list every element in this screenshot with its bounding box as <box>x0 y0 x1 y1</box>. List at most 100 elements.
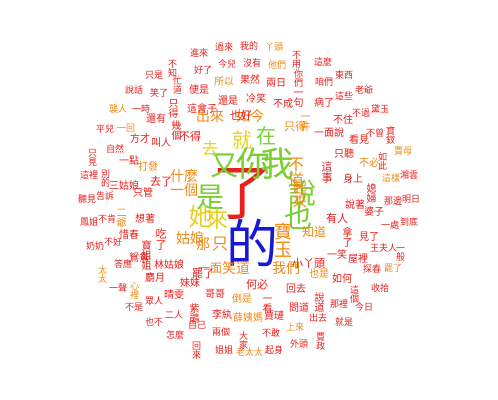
cloud-word-main: 那 <box>196 237 210 253</box>
cloud-word-main: 的 <box>226 216 279 276</box>
cloud-word-small: 別的 <box>99 169 109 187</box>
cloud-word-small: 賈母 <box>394 147 413 157</box>
cloud-word-small: 不曾 <box>366 129 385 139</box>
cloud-word-small: 果然 <box>240 75 260 86</box>
cloud-word-small: 林姑娘 <box>154 260 184 271</box>
cloud-word-small: 不敢 <box>262 329 281 339</box>
cloud-word-small: 老太太 <box>236 348 264 358</box>
cloud-word-main: 你 <box>236 145 270 185</box>
cloud-word-small: 黛玉 <box>371 105 390 115</box>
cloud-word-small: 這事 <box>320 161 333 183</box>
cloud-word-small: 罷了 <box>192 267 214 280</box>
cloud-word-small: 婆子 <box>364 207 384 218</box>
cloud-word-small: 答應 <box>114 260 133 270</box>
cloud-word-small: 那裡 <box>330 300 349 310</box>
cloud-word-small: 不得 <box>179 130 201 143</box>
cloud-word-small: 心裡 <box>128 281 138 299</box>
cloud-word-small: 自然 <box>106 145 125 155</box>
cloud-word-small: 姐姐 <box>215 346 234 356</box>
cloud-word-small: 媳婦 <box>364 183 375 203</box>
cloud-word-small: 打發 <box>138 162 158 173</box>
cloud-word-small: 奶奶 <box>86 242 105 252</box>
cloud-word-main: 知道 <box>302 225 327 239</box>
cloud-word-small: 病了 <box>314 98 334 109</box>
cloud-word-small: 進來 <box>190 49 209 59</box>
cloud-word-small: 一看 <box>260 293 271 313</box>
cloud-word-main: 什麼 <box>170 169 198 185</box>
cloud-word-small: 寶姐姐 <box>139 240 150 270</box>
cloud-word-small: 不好 <box>104 238 123 248</box>
cloud-word-main: 寶玉 <box>271 222 292 258</box>
cloud-word-main: 出來 <box>196 109 224 125</box>
cloud-word-small: 一笑 <box>327 250 347 261</box>
cloud-word-small: 倒是 <box>232 294 252 305</box>
cloud-word-small: 到底 <box>400 218 419 228</box>
cloud-word-small: 只得 <box>166 98 177 118</box>
cloud-word-small: 有人 <box>326 212 348 225</box>
cloud-word-small: 妹妹 <box>180 278 200 289</box>
cloud-word-small: 叫人 <box>151 138 171 149</box>
cloud-word-small: 說話 <box>125 86 144 96</box>
cloud-word-main: 姑娘 <box>176 231 204 247</box>
cloud-word-small: 收拾 <box>371 284 390 294</box>
cloud-word-small: 不用 <box>290 50 300 68</box>
cloud-word-small: 不住 <box>333 115 353 126</box>
cloud-word-small: 冷笑 <box>246 94 266 105</box>
cloud-word-main: 說 <box>288 177 317 210</box>
cloud-word-main: 來 <box>206 208 229 233</box>
cloud-word-small: 一面說 <box>314 128 344 139</box>
cloud-word-main: 我們 <box>272 261 300 277</box>
cloud-word-main: 在 <box>256 124 276 148</box>
cloud-word-small: 這會子 <box>187 104 217 115</box>
cloud-word-small: 惜春 <box>119 230 139 241</box>
cloud-word-small: 說著 <box>345 200 365 211</box>
cloud-word-small: 問道 <box>289 303 309 314</box>
cloud-word-main: 了 <box>212 159 272 229</box>
cloud-word-small: 我的 <box>240 42 259 52</box>
cloud-word-small: 還有 <box>146 114 166 125</box>
cloud-word-small: 咱們 <box>315 78 334 88</box>
cloud-word-small: 晴雯 <box>164 290 184 301</box>
cloud-word-small: 不過 <box>352 109 371 119</box>
cloud-word-small: 湘雲 <box>400 171 419 181</box>
cloud-word-main: 就 <box>232 128 252 152</box>
cloud-word-small: 這樣 <box>382 174 401 184</box>
cloud-word-small: 他們 <box>268 61 287 71</box>
cloud-word-small: 這個 <box>348 285 358 303</box>
cloud-word-small: 聽見 <box>78 195 97 205</box>
cloud-word-small: 這些 <box>335 92 354 102</box>
cloud-word-small: 上來 <box>286 323 305 333</box>
cloud-word-small: 不必 <box>359 158 379 169</box>
cloud-word-small: 鴛鴦 <box>129 253 149 264</box>
cloud-word-small: 如何 <box>332 274 352 285</box>
cloud-word-small: 今兒 <box>218 60 237 70</box>
cloud-word-small: 說道 <box>312 292 323 312</box>
cloud-word-small: 外頭 <box>290 340 309 350</box>
cloud-word-small: 只是 <box>145 71 164 81</box>
cloud-word-main: 是 <box>196 181 225 214</box>
cloud-word-small: 兩日 <box>266 78 286 89</box>
cloud-word-small: 丫頭 <box>265 43 284 53</box>
cloud-word-small: 眾人 <box>145 297 164 307</box>
cloud-word-small: 還是 <box>218 96 238 107</box>
cloud-word-small: 麝月 <box>145 273 165 284</box>
cloud-word-small: 賈政 <box>314 332 324 350</box>
cloud-word-small: 一件 <box>298 111 309 131</box>
cloud-word-small: 今日 <box>355 303 374 313</box>
cloud-word-small: 一處 <box>381 221 400 231</box>
cloud-word-main: 如今 <box>236 109 264 125</box>
cloud-word-small: 不肯 <box>98 215 117 225</box>
cloud-word-main: 一面 <box>198 261 223 275</box>
cloud-word-small: 見了 <box>359 232 379 243</box>
cloud-word-small: 便是 <box>189 85 209 96</box>
cloud-word-small: 太太 <box>96 265 106 283</box>
cloud-word-small: 也不 <box>145 318 164 328</box>
cloud-word-main: 去 <box>199 140 218 156</box>
cloud-word-small: 寶釵 <box>384 126 394 144</box>
cloud-word-small: 也好 <box>230 109 252 122</box>
cloud-word-small: 你們 <box>292 69 302 87</box>
cloud-word-main: 不道 <box>285 156 304 188</box>
cloud-word-small: 二爺 <box>114 207 125 227</box>
cloud-word-small: 也是 <box>309 269 329 280</box>
